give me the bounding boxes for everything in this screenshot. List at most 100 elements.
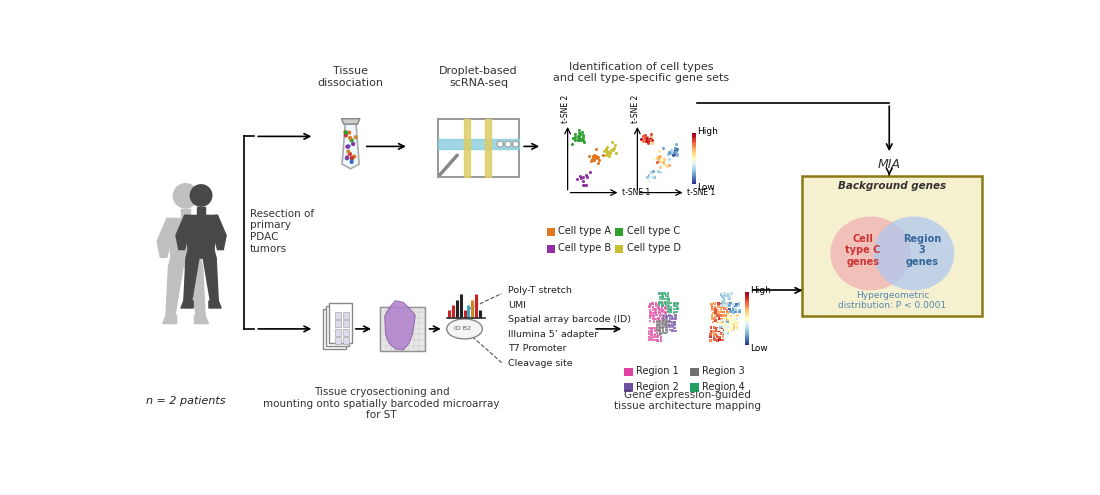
FancyBboxPatch shape: [711, 303, 713, 305]
FancyBboxPatch shape: [649, 303, 651, 306]
Circle shape: [346, 150, 350, 153]
FancyBboxPatch shape: [725, 305, 728, 307]
FancyBboxPatch shape: [648, 330, 650, 332]
FancyBboxPatch shape: [726, 314, 728, 317]
FancyBboxPatch shape: [547, 245, 556, 253]
FancyBboxPatch shape: [723, 298, 726, 301]
FancyBboxPatch shape: [713, 333, 716, 336]
FancyBboxPatch shape: [661, 301, 663, 303]
FancyBboxPatch shape: [720, 301, 724, 304]
Circle shape: [350, 139, 353, 142]
Text: t-SNE 1: t-SNE 1: [621, 188, 650, 197]
FancyBboxPatch shape: [720, 326, 724, 329]
Text: Tissue cryosectioning and
mounting onto spatially barcoded microarray
for ST: Tissue cryosectioning and mounting onto …: [263, 387, 499, 420]
FancyBboxPatch shape: [651, 302, 654, 304]
FancyBboxPatch shape: [661, 330, 664, 332]
FancyBboxPatch shape: [745, 306, 749, 308]
FancyBboxPatch shape: [738, 310, 740, 313]
Text: Gene expression-guided
tissue architecture mapping: Gene expression-guided tissue architectu…: [614, 390, 761, 411]
FancyBboxPatch shape: [648, 336, 651, 338]
FancyBboxPatch shape: [724, 320, 726, 323]
FancyBboxPatch shape: [720, 296, 724, 298]
FancyBboxPatch shape: [692, 176, 696, 177]
Polygon shape: [209, 301, 221, 308]
FancyBboxPatch shape: [673, 327, 676, 330]
FancyBboxPatch shape: [666, 330, 669, 333]
FancyBboxPatch shape: [662, 324, 664, 327]
FancyBboxPatch shape: [654, 318, 657, 320]
FancyBboxPatch shape: [745, 324, 749, 326]
FancyBboxPatch shape: [664, 303, 668, 306]
FancyBboxPatch shape: [714, 317, 716, 320]
FancyBboxPatch shape: [737, 305, 739, 307]
FancyBboxPatch shape: [725, 320, 727, 323]
FancyBboxPatch shape: [726, 318, 729, 320]
FancyBboxPatch shape: [727, 325, 729, 328]
Text: High: High: [697, 127, 718, 136]
FancyBboxPatch shape: [723, 292, 726, 295]
FancyBboxPatch shape: [716, 335, 718, 338]
FancyBboxPatch shape: [692, 142, 696, 144]
FancyBboxPatch shape: [666, 323, 669, 326]
FancyBboxPatch shape: [673, 308, 675, 310]
FancyBboxPatch shape: [727, 323, 729, 325]
FancyBboxPatch shape: [745, 340, 749, 342]
FancyBboxPatch shape: [692, 157, 696, 159]
FancyBboxPatch shape: [663, 317, 667, 320]
FancyBboxPatch shape: [730, 292, 733, 295]
FancyBboxPatch shape: [720, 329, 723, 332]
FancyBboxPatch shape: [720, 303, 723, 305]
FancyBboxPatch shape: [737, 329, 739, 332]
FancyBboxPatch shape: [717, 317, 720, 320]
FancyBboxPatch shape: [711, 317, 714, 320]
FancyBboxPatch shape: [713, 326, 715, 329]
FancyBboxPatch shape: [722, 339, 724, 341]
FancyBboxPatch shape: [723, 306, 726, 309]
FancyBboxPatch shape: [736, 314, 739, 317]
FancyBboxPatch shape: [710, 333, 712, 336]
FancyBboxPatch shape: [729, 321, 733, 323]
Circle shape: [505, 141, 512, 147]
FancyBboxPatch shape: [720, 323, 724, 326]
FancyBboxPatch shape: [718, 330, 721, 333]
FancyBboxPatch shape: [661, 304, 664, 307]
FancyBboxPatch shape: [664, 297, 667, 300]
FancyBboxPatch shape: [690, 383, 698, 392]
FancyBboxPatch shape: [692, 137, 696, 138]
Polygon shape: [200, 218, 214, 257]
FancyBboxPatch shape: [692, 150, 696, 152]
FancyBboxPatch shape: [745, 326, 749, 328]
FancyBboxPatch shape: [713, 339, 716, 341]
FancyBboxPatch shape: [745, 334, 749, 336]
Polygon shape: [182, 301, 194, 308]
FancyBboxPatch shape: [624, 368, 632, 376]
FancyBboxPatch shape: [732, 305, 735, 308]
Text: n = 2 patients: n = 2 patients: [146, 396, 226, 405]
Polygon shape: [182, 209, 189, 218]
FancyBboxPatch shape: [671, 329, 674, 332]
Text: Cleavage site: Cleavage site: [508, 359, 573, 368]
FancyBboxPatch shape: [717, 311, 720, 314]
FancyBboxPatch shape: [745, 338, 749, 340]
Circle shape: [497, 141, 504, 147]
FancyBboxPatch shape: [654, 311, 657, 314]
FancyBboxPatch shape: [723, 308, 726, 310]
FancyBboxPatch shape: [661, 322, 664, 325]
FancyBboxPatch shape: [725, 330, 727, 332]
Text: Region 4: Region 4: [702, 382, 745, 392]
FancyBboxPatch shape: [654, 308, 657, 311]
Text: High: High: [750, 286, 771, 295]
Text: Cell type D: Cell type D: [627, 243, 681, 253]
Circle shape: [344, 131, 348, 134]
FancyBboxPatch shape: [659, 301, 661, 304]
FancyBboxPatch shape: [672, 311, 675, 314]
FancyBboxPatch shape: [692, 138, 696, 140]
FancyBboxPatch shape: [717, 328, 720, 331]
FancyBboxPatch shape: [726, 326, 729, 329]
FancyBboxPatch shape: [711, 306, 713, 309]
FancyBboxPatch shape: [726, 309, 728, 311]
FancyBboxPatch shape: [664, 295, 668, 297]
FancyBboxPatch shape: [727, 318, 729, 320]
Polygon shape: [176, 215, 188, 249]
Text: T7 Promoter: T7 Promoter: [508, 345, 566, 353]
